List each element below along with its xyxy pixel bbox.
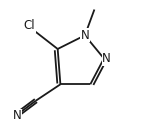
Text: N: N (81, 29, 89, 42)
Text: Cl: Cl (23, 19, 35, 32)
Text: N: N (102, 52, 111, 65)
Text: N: N (12, 109, 21, 122)
